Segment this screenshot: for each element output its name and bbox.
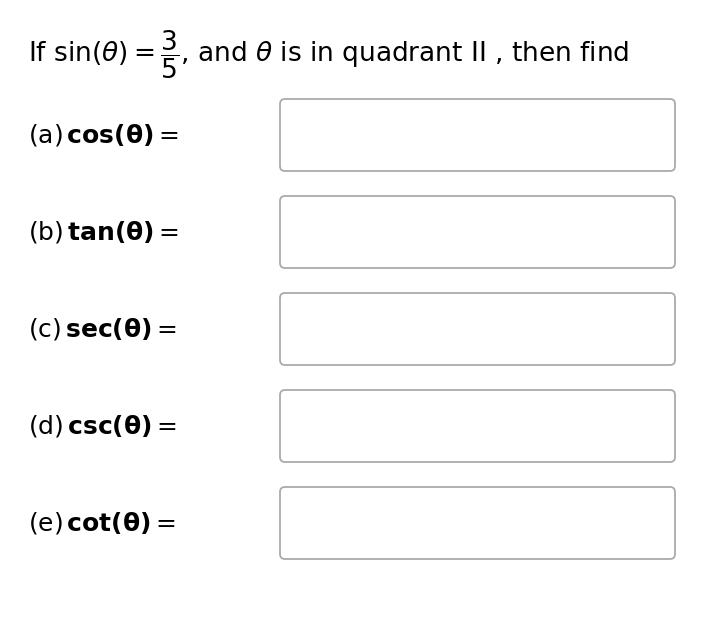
FancyBboxPatch shape <box>280 196 675 268</box>
Text: $\mathrm{(b)}\,\mathbf{tan(\theta)} =$: $\mathrm{(b)}\,\mathbf{tan(\theta)} =$ <box>28 219 179 245</box>
Text: If $\sin(\theta) = \dfrac{3}{5}$, and $\theta$ is in quadrant II , then find: If $\sin(\theta) = \dfrac{3}{5}$, and $\… <box>28 29 629 81</box>
FancyBboxPatch shape <box>280 99 675 171</box>
Text: $\mathrm{(a)}\,\mathbf{cos(\theta)} =$: $\mathrm{(a)}\,\mathbf{cos(\theta)} =$ <box>28 122 179 148</box>
Text: $\mathrm{(c)}\,\mathbf{sec(\theta)} =$: $\mathrm{(c)}\,\mathbf{sec(\theta)} =$ <box>28 316 177 342</box>
FancyBboxPatch shape <box>280 390 675 462</box>
Text: $\mathrm{(d)}\,\mathbf{csc(\theta)} =$: $\mathrm{(d)}\,\mathbf{csc(\theta)} =$ <box>28 413 177 439</box>
FancyBboxPatch shape <box>280 293 675 365</box>
Text: $\mathrm{(e)}\,\mathbf{cot(\theta)} =$: $\mathrm{(e)}\,\mathbf{cot(\theta)} =$ <box>28 510 176 536</box>
FancyBboxPatch shape <box>280 487 675 559</box>
